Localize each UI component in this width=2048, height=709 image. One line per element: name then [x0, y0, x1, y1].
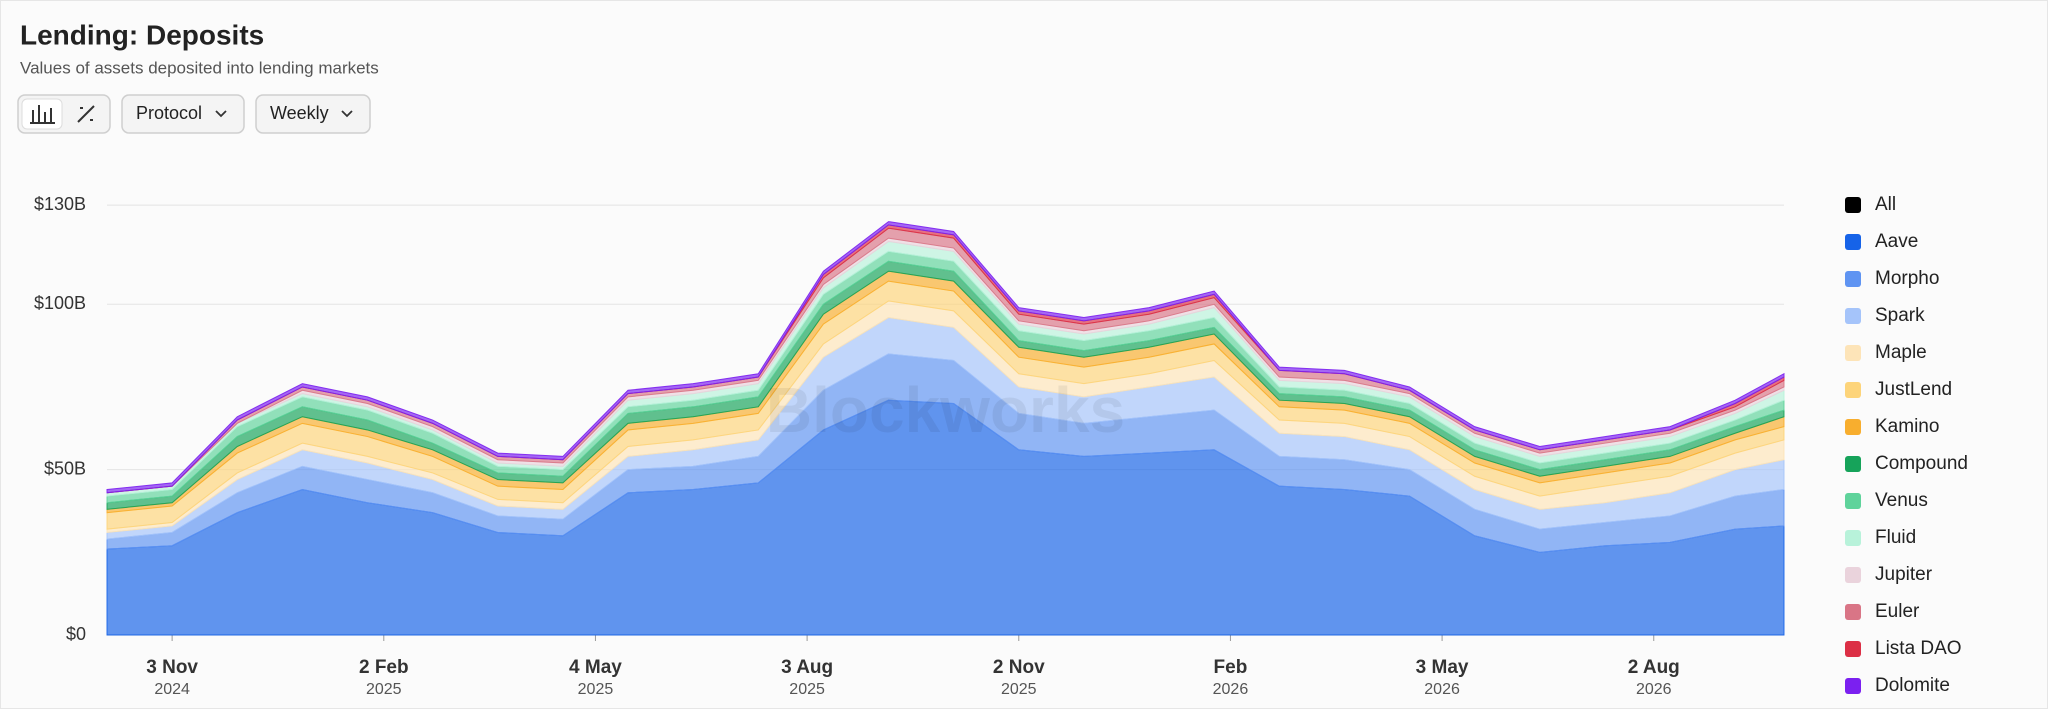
area	[106, 221, 1785, 494]
chart-subtitle: Values of assets deposited into lending …	[20, 58, 379, 77]
x-tick-sublabel: 2026	[1636, 681, 1672, 698]
x-tick-label: 3 May	[1416, 657, 1469, 678]
legend-swatch	[1845, 345, 1861, 361]
legend-swatch	[1845, 678, 1861, 694]
legend-swatch	[1845, 567, 1861, 583]
legend-swatch	[1845, 308, 1861, 324]
legend-label: Spark	[1875, 305, 1925, 326]
chart-type-toggle[interactable]	[17, 94, 111, 134]
legend-label: Morpho	[1875, 268, 1939, 289]
legend-label: Euler	[1875, 601, 1920, 622]
interval-dropdown[interactable]: Weekly	[255, 94, 371, 134]
dropdown-label: Protocol	[136, 103, 202, 123]
chart-title: Lending: Deposits	[20, 19, 264, 50]
legend-swatch	[1845, 456, 1861, 472]
legend-label: JustLend	[1875, 379, 1952, 400]
y-tick-label: $0	[66, 624, 86, 644]
x-tick-label: 2 Nov	[993, 657, 1045, 678]
legend-label: All	[1875, 194, 1896, 215]
x-tick-sublabel: 2026	[1424, 681, 1460, 698]
legend-label: Maple	[1875, 342, 1927, 363]
y-tick-label: $50B	[44, 458, 86, 478]
legend-label: Compound	[1875, 453, 1968, 474]
legend-swatch	[1845, 419, 1861, 435]
x-tick-label: 2 Feb	[359, 657, 409, 678]
legend-swatch	[1845, 493, 1861, 509]
x-tick-label: 3 Aug	[781, 657, 833, 678]
legend-swatch	[1845, 197, 1861, 213]
legend-label: Jupiter	[1875, 564, 1933, 585]
legend-label: Venus	[1875, 490, 1928, 511]
legend-swatch	[1845, 641, 1861, 657]
legend-label: Fluid	[1875, 527, 1916, 548]
x-tick-label: 2 Aug	[1628, 657, 1680, 678]
x-tick-sublabel: 2026	[1213, 681, 1249, 698]
x-tick-sublabel: 2025	[366, 681, 402, 698]
legend-label: Dolomite	[1875, 675, 1950, 696]
legend-swatch	[1845, 382, 1861, 398]
x-tick-label: Feb	[1214, 657, 1248, 678]
x-tick-sublabel: 2024	[154, 681, 190, 698]
x-tick-label: 3 Nov	[146, 657, 198, 678]
x-tick-label: 4 May	[569, 657, 622, 678]
legend-label: Lista DAO	[1875, 638, 1962, 659]
dropdown-label: Weekly	[270, 103, 329, 123]
legend-label: Aave	[1875, 231, 1918, 252]
legend-swatch	[1845, 271, 1861, 287]
x-tick-sublabel: 2025	[578, 681, 614, 698]
y-tick-label: $130B	[34, 194, 86, 214]
x-tick-sublabel: 2025	[789, 681, 825, 698]
watermark: Blockworks	[766, 374, 1125, 446]
legend-label: Kamino	[1875, 416, 1939, 437]
legend-swatch	[1845, 530, 1861, 546]
y-tick-label: $100B	[34, 293, 86, 313]
legend-swatch	[1845, 234, 1861, 250]
group-dropdown[interactable]: Protocol	[121, 94, 245, 134]
x-tick-sublabel: 2025	[1001, 681, 1037, 698]
legend-swatch	[1845, 604, 1861, 620]
